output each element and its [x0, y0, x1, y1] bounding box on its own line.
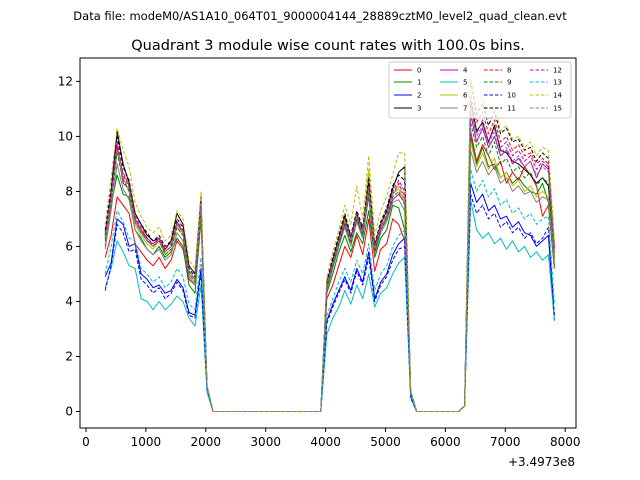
legend-label-1: 1: [417, 79, 421, 87]
y-tick-label: 6: [65, 239, 73, 253]
series-line-13: [104, 168, 555, 412]
legend-label-6: 6: [463, 92, 468, 100]
axes-frame: [79, 57, 577, 429]
y-tick-label: 4: [65, 294, 73, 308]
x-tick-label: 3000: [250, 435, 281, 449]
y-tick-label: 12: [58, 74, 73, 88]
legend-label-11: 11: [507, 105, 516, 113]
legend-label-0: 0: [417, 67, 421, 75]
legend-label-7: 7: [463, 105, 467, 113]
legend-label-2: 2: [417, 92, 421, 100]
legend-label-14: 14: [553, 92, 562, 100]
y-axis: 0 2 4 6 8 10 12: [58, 74, 80, 418]
x-tick-label: 4000: [310, 435, 341, 449]
x-tick-label: 5000: [370, 435, 401, 449]
series-line-1: [104, 135, 555, 412]
legend-label-3: 3: [417, 105, 421, 113]
y-tick-label: 2: [65, 349, 73, 363]
series-line-10: [104, 193, 555, 412]
x-tick-label: 2000: [191, 435, 222, 449]
series-line-2: [104, 182, 555, 412]
x-tick-label: 1000: [131, 435, 162, 449]
series-line-15: [104, 111, 555, 412]
figure-suptitle: Data file: modeM0/AS1A10_064T01_90000041…: [73, 9, 567, 23]
chart-title: Quadrant 3 module wise count rates with …: [131, 38, 525, 54]
series-line-5: [104, 199, 555, 412]
x-axis: 0 1000 2000 3000 4000 5000 6000 7000 8000: [82, 428, 580, 449]
legend-label-10: 10: [507, 92, 516, 100]
series-layer: [104, 75, 555, 412]
x-tick-label: 6000: [430, 435, 461, 449]
y-tick-label: 0: [65, 404, 73, 418]
series-line-12: [104, 108, 555, 412]
series-line-0: [104, 130, 555, 412]
x-tick-label: 8000: [550, 435, 581, 449]
y-tick-label: 10: [58, 129, 73, 143]
legend-label-8: 8: [507, 67, 511, 75]
x-tick-label: 0: [82, 435, 90, 449]
series-line-14: [104, 75, 555, 412]
legend-label-13: 13: [553, 79, 562, 87]
legend-label-5: 5: [463, 79, 467, 87]
legend-label-15: 15: [553, 105, 562, 113]
x-offset-label: +3.4973e8: [508, 455, 575, 469]
legend-label-4: 4: [463, 67, 468, 75]
legend-label-9: 9: [507, 79, 511, 87]
x-tick-label: 7000: [490, 435, 521, 449]
series-line-7: [104, 149, 555, 412]
series-line-9: [104, 122, 555, 412]
plot-area: [79, 57, 577, 429]
legend-frame: [388, 61, 572, 119]
y-tick-label: 8: [65, 184, 73, 198]
legend-label-12: 12: [553, 67, 562, 75]
